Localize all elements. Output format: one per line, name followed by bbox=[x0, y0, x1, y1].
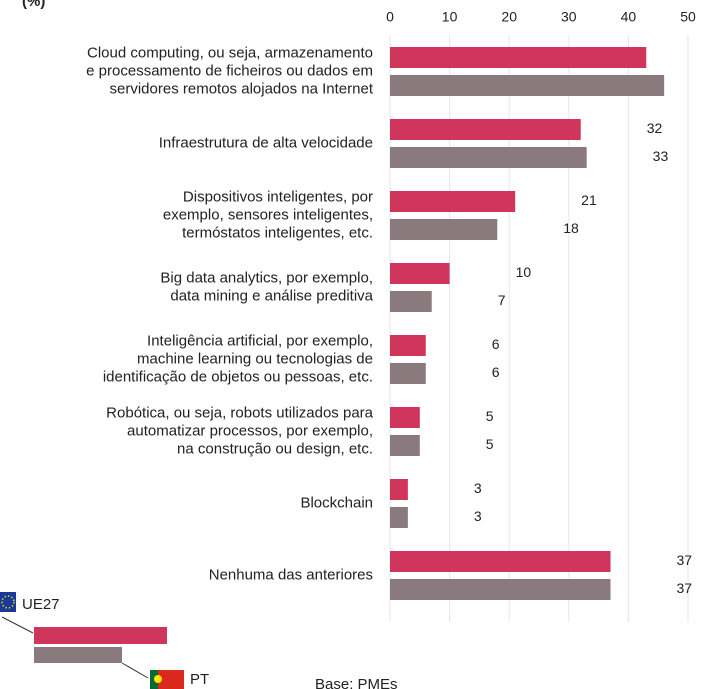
chart-title: (%) bbox=[22, 0, 45, 10]
x-tick-label: 30 bbox=[561, 9, 577, 25]
legend-label: UE27 bbox=[22, 596, 60, 613]
legend-leader bbox=[1, 616, 34, 634]
value-label: 3 bbox=[474, 480, 482, 496]
category-label: Robótica, ou seja, robots utilizados par… bbox=[106, 404, 373, 457]
bar bbox=[390, 47, 647, 68]
bar bbox=[390, 147, 587, 168]
x-tick-label: 40 bbox=[621, 9, 637, 25]
x-tick-label: 50 bbox=[680, 9, 696, 25]
value-label: 3 bbox=[474, 508, 482, 524]
bar bbox=[390, 291, 432, 312]
legend-leader bbox=[121, 662, 149, 679]
category-label: Blockchain bbox=[300, 494, 373, 511]
bar bbox=[390, 579, 611, 600]
bar bbox=[390, 219, 498, 240]
bar bbox=[390, 435, 420, 456]
bar bbox=[390, 119, 581, 140]
bar bbox=[390, 363, 426, 384]
x-tick-label: 10 bbox=[442, 9, 458, 25]
value-label: 6 bbox=[492, 364, 500, 380]
category-label: Inteligência artificial, por exemplo, mac… bbox=[103, 332, 373, 385]
value-label: 32 bbox=[647, 120, 663, 136]
value-label: 18 bbox=[563, 220, 579, 236]
x-tick-label: 20 bbox=[501, 9, 517, 25]
pt-flag bbox=[150, 670, 184, 689]
value-label: 5 bbox=[486, 408, 494, 424]
value-label: 10 bbox=[516, 264, 532, 280]
bar bbox=[390, 191, 516, 212]
bar bbox=[390, 551, 611, 572]
value-label: 5 bbox=[486, 436, 494, 452]
footnote: Base: PMEs bbox=[315, 676, 398, 689]
value-label: 33 bbox=[653, 148, 669, 164]
category-label: Nenhuma das anteriores bbox=[209, 566, 373, 583]
bar bbox=[390, 263, 450, 284]
eu-flag bbox=[0, 592, 16, 612]
bar bbox=[390, 75, 665, 96]
category-label: Infraestrutura de alta velocidade bbox=[159, 134, 373, 151]
value-label: 6 bbox=[492, 336, 500, 352]
value-label: 37 bbox=[677, 580, 693, 596]
value-label: 7 bbox=[498, 292, 506, 308]
value-label: 21 bbox=[581, 192, 597, 208]
legend-swatch bbox=[34, 647, 122, 663]
value-label: 37 bbox=[677, 552, 693, 568]
x-tick-label: 0 bbox=[386, 9, 394, 25]
bar bbox=[390, 479, 408, 500]
bar bbox=[390, 335, 426, 356]
bar bbox=[390, 507, 408, 528]
legend-label: PT bbox=[190, 671, 209, 688]
category-label: Dispositivos inteligentes, por exemplo, s… bbox=[163, 188, 373, 241]
legend-swatch bbox=[34, 627, 167, 644]
bar bbox=[390, 407, 420, 428]
category-label: Cloud computing, ou seja, armazenamento e… bbox=[86, 44, 374, 97]
category-label: Big data analytics, por exemplo, data min… bbox=[160, 269, 373, 304]
